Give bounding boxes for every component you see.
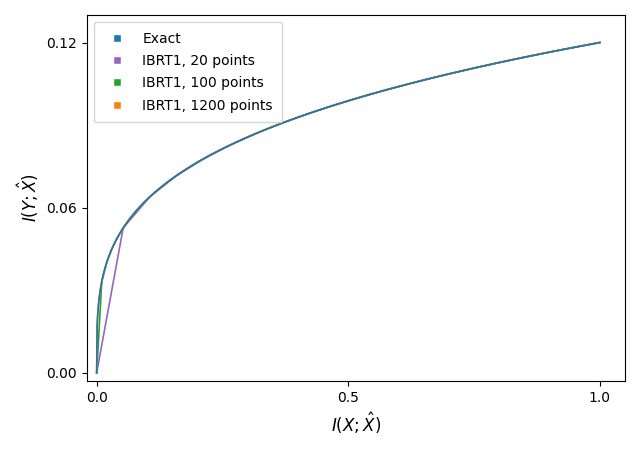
IBRT1, 1200 points — [368, 91, 376, 97]
X-axis label: $I(X; \hat{X})$: $I(X; \hat{X})$ — [331, 410, 381, 436]
IBRT1, 20 points — [358, 94, 365, 100]
IBRT1, 20 points — [516, 55, 524, 61]
IBRT1, 20 points — [596, 40, 604, 45]
IBRT1, 20 points — [305, 111, 312, 116]
Line: IBRT1, 100 points: IBRT1, 100 points — [97, 42, 600, 373]
Line: IBRT1, 20 points: IBRT1, 20 points — [97, 42, 600, 373]
Exact — [314, 108, 322, 113]
Exact — [296, 114, 304, 119]
IBRT1, 100 points — [352, 96, 360, 101]
IBRT1, 20 points — [463, 67, 471, 72]
IBRT1, 100 points — [556, 47, 563, 53]
IBRT1, 20 points — [384, 87, 392, 92]
Exact — [485, 62, 493, 68]
IBRT1, 1200 points — [159, 183, 167, 188]
IBRT1, 100 points — [210, 151, 218, 156]
IBRT1, 100 points — [189, 162, 197, 167]
IBRT1, 20 points — [543, 50, 550, 55]
IBRT1, 20 points — [119, 226, 127, 231]
Line: Exact: Exact — [97, 42, 600, 373]
Exact — [93, 370, 100, 376]
IBRT1, 20 points — [411, 80, 419, 85]
IBRT1, 1200 points — [178, 170, 186, 175]
IBRT1, 1200 points — [357, 94, 365, 100]
IBRT1, 20 points — [225, 143, 233, 148]
IBRT1, 20 points — [278, 120, 286, 126]
IBRT1, 1200 points — [311, 109, 319, 114]
Exact — [144, 196, 152, 201]
IBRT1, 100 points — [596, 40, 604, 45]
IBRT1, 20 points — [93, 370, 100, 376]
IBRT1, 1200 points — [596, 40, 604, 45]
IBRT1, 20 points — [252, 131, 259, 136]
IBRT1, 1200 points — [262, 127, 270, 132]
IBRT1, 20 points — [570, 45, 577, 50]
IBRT1, 20 points — [490, 61, 498, 66]
IBRT1, 1200 points — [93, 370, 100, 376]
Exact — [494, 60, 502, 65]
IBRT1, 100 points — [571, 45, 579, 50]
IBRT1, 20 points — [146, 194, 154, 200]
Legend: Exact, IBRT1, 20 points, IBRT1, 100 points, IBRT1, 1200 points: Exact, IBRT1, 20 points, IBRT1, 100 poin… — [93, 22, 282, 122]
IBRT1, 100 points — [393, 84, 401, 90]
IBRT1, 20 points — [199, 156, 207, 162]
IBRT1, 100 points — [93, 370, 100, 376]
Y-axis label: $I(Y; \hat{X})$: $I(Y; \hat{X})$ — [15, 174, 40, 222]
IBRT1, 20 points — [437, 73, 445, 78]
Exact — [596, 40, 604, 45]
IBRT1, 20 points — [172, 173, 180, 179]
Exact — [438, 73, 446, 78]
Line: IBRT1, 1200 points: IBRT1, 1200 points — [97, 42, 600, 373]
IBRT1, 20 points — [331, 102, 339, 108]
